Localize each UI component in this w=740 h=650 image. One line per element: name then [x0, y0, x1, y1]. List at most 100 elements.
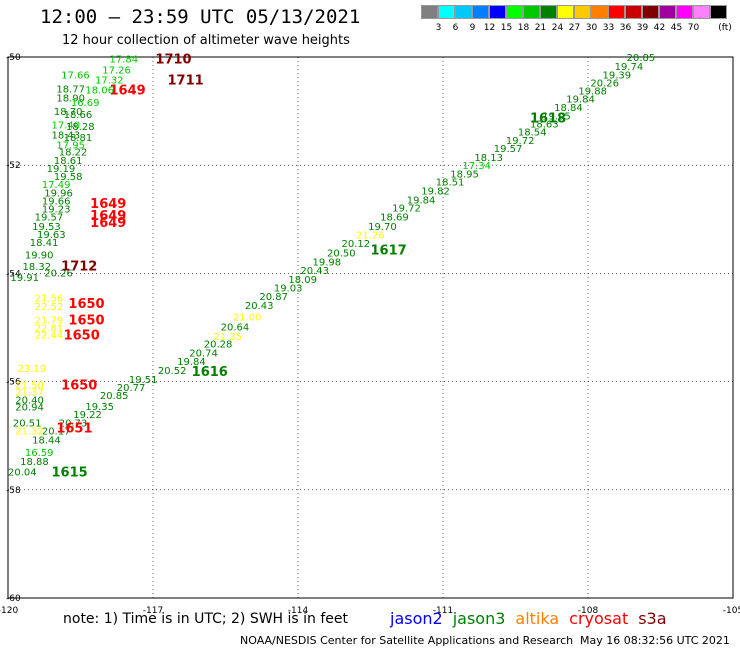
wave-height-label: 20.77	[117, 383, 146, 394]
plot-frame	[7, 56, 734, 599]
wave-height-label: 16.59	[25, 448, 54, 459]
wave-height-label: 20.04	[8, 467, 37, 478]
pass-time-label: 1617	[371, 244, 407, 259]
scale-label: 33	[602, 23, 615, 33]
wave-height-label: 19.82	[421, 187, 450, 198]
wave-height-label: 19.66	[42, 196, 71, 207]
wave-height-label: 19.19	[47, 164, 76, 175]
scale-unit: (ft)	[718, 23, 732, 33]
pass-time-label: 1712	[61, 259, 97, 274]
wave-height-label: 19.57	[35, 213, 64, 224]
wave-height-label: 19.90	[25, 250, 54, 261]
mission-legend: jason2 jason3 altika cryosat s3a	[390, 609, 677, 628]
wave-height-label: 20.73	[59, 419, 88, 430]
scale-label: 24	[551, 23, 564, 33]
wave-height-label: 19.51	[129, 375, 158, 386]
scale-label: 6	[452, 23, 459, 33]
wave-height-label: 20.12	[342, 239, 371, 250]
wave-height-label: 19.84	[407, 195, 436, 206]
y-tick-label: -52	[6, 161, 21, 171]
wave-height-label: 17.26	[102, 65, 131, 76]
y-tick-label: -60	[6, 594, 21, 604]
wave-height-label: 20.52	[158, 366, 187, 377]
mission-jason3: jason3	[452, 609, 506, 628]
wave-height-label: 20.26	[590, 78, 619, 89]
scale-swatch	[642, 5, 659, 19]
scale-label: 70	[687, 23, 700, 33]
wave-height-label: 17.40	[52, 121, 81, 132]
footnote: note: 1) Time is in UTC; 2) SWH is in fe…	[63, 611, 349, 627]
wave-height-label: 19.96	[44, 188, 73, 199]
wave-height-label: 22.52	[35, 302, 64, 313]
wave-height-label: 18.95	[450, 169, 479, 180]
scale-label: 21	[534, 23, 547, 33]
wave-height-label: 18.43	[52, 130, 81, 141]
wave-height-label: 18.09	[288, 275, 317, 286]
wave-height-label: 20.28	[204, 340, 233, 351]
wave-height-label: 19.91	[10, 273, 39, 284]
x-tick-label: -114	[288, 606, 309, 616]
scale-label: 9	[469, 23, 476, 33]
wave-height-label: 21.35	[213, 332, 242, 343]
wave-height-label: 19.70	[368, 222, 397, 233]
scale-swatch	[455, 5, 472, 19]
wave-height-label: 18.61	[54, 156, 83, 167]
wave-height-label: 18.06	[85, 85, 114, 96]
wave-height-label: 17.49	[42, 180, 71, 191]
scale-label: 12	[483, 23, 496, 33]
scale-swatch	[693, 5, 710, 19]
x-tick-label: -108	[578, 606, 599, 616]
pass-time-label: 1650	[64, 329, 100, 344]
wave-height-label: 18.77	[56, 84, 85, 95]
scale-swatch	[625, 5, 642, 19]
wave-height-label: 20.43	[300, 266, 329, 277]
scale-swatch	[676, 5, 693, 19]
wave-height-label: 20.85	[100, 391, 129, 402]
wave-height-label: 18.41	[30, 238, 59, 249]
y-tick-label: -56	[6, 378, 21, 388]
wave-height-label: 21.56	[35, 294, 64, 305]
pass-time-label: 1650	[68, 313, 104, 328]
wave-height-label: 19.84	[177, 357, 206, 368]
scale-label: 45	[670, 23, 683, 33]
scale-label: 39	[636, 23, 649, 33]
mission-jason2: jason2	[390, 609, 443, 628]
wave-height-label: 21.00	[233, 313, 262, 324]
pass-time-label: 1649	[90, 197, 126, 212]
page-subtitle: 12 hour collection of altimeter wave hei…	[62, 33, 350, 48]
wave-height-label: 18.66	[64, 110, 93, 121]
wave-height-label: 22.44	[35, 331, 64, 342]
wave-height-label: 21.37	[15, 387, 44, 398]
pass-time-label: 1649	[90, 216, 126, 231]
wave-height-label: 18.88	[20, 457, 49, 468]
wave-height-label: 18.51	[436, 177, 465, 188]
mission-altika: altika	[515, 609, 560, 628]
x-tick-label: -111	[433, 606, 453, 616]
x-tick-label: -120	[0, 606, 18, 616]
wave-height-label: 19.39	[603, 70, 632, 81]
scale-label: 30	[585, 23, 598, 33]
wave-height-label: 19.03	[274, 283, 303, 294]
wave-height-label: 18.32	[23, 262, 52, 273]
wave-height-label: 18.28	[66, 122, 95, 133]
wave-height-label: 19.84	[566, 95, 595, 106]
wave-height-label: 19.88	[578, 87, 607, 98]
wave-height-label: 18.13	[474, 153, 503, 164]
wave-height-label: 17.95	[56, 141, 85, 152]
wave-height-label: 18.44	[32, 435, 61, 446]
pass-time-label: 1650	[61, 378, 97, 393]
scale-label: 42	[653, 23, 666, 33]
wave-height-label: 19.23	[42, 204, 71, 215]
wave-height-label: 20.64	[221, 322, 250, 333]
scale-swatch	[438, 5, 455, 19]
wave-height-label: 19.22	[73, 410, 102, 421]
scale-swatch	[472, 5, 489, 19]
scale-swatch	[557, 5, 574, 19]
wave-height-label: 19.72	[392, 203, 421, 214]
generation-timestamp: May 16 08:32:56 UTC 2021	[580, 634, 730, 647]
wave-height-label: 18.63	[530, 120, 559, 131]
scale-label: 27	[568, 23, 581, 33]
wave-height-label: 21.32	[15, 426, 44, 437]
wave-height-label: 20.87	[259, 292, 288, 303]
scale-swatch	[710, 5, 727, 19]
